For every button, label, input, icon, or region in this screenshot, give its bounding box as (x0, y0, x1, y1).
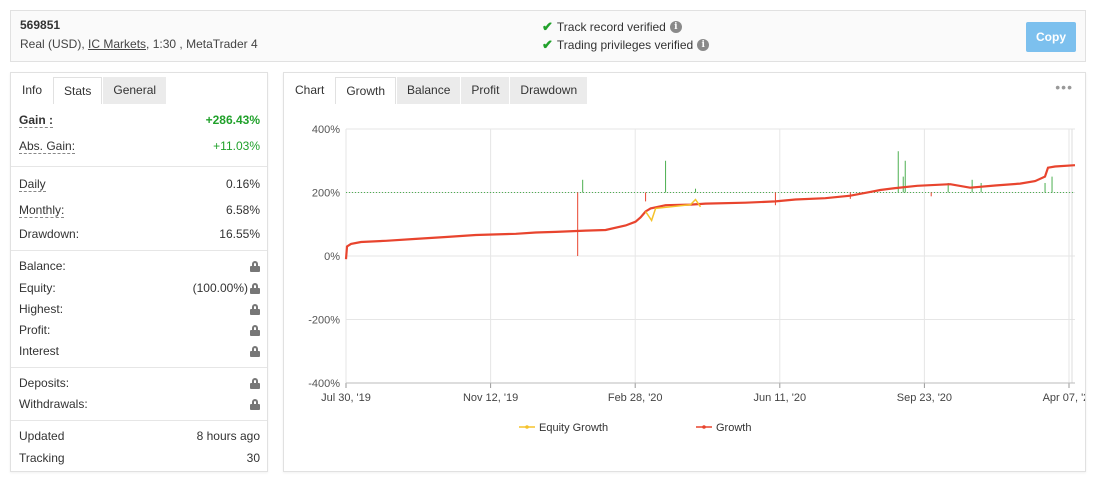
updated-value: 8 hours ago (196, 429, 260, 443)
equity-row: Equity: (100.00%) (19, 278, 260, 298)
divider (11, 420, 267, 421)
trading-privileges-verified: ✔ Trading privileges verified i (542, 37, 710, 53)
tracking-row: Tracking 30 (19, 448, 260, 468)
deposits-row: Deposits: (19, 373, 260, 393)
daily-value: 0.16% (225, 177, 260, 191)
lock-icon (250, 260, 260, 272)
gain-row: Gain : +286.43% (19, 110, 260, 130)
info-icon[interactable]: i (669, 21, 682, 33)
lock-icon (250, 345, 260, 357)
lock-icon (250, 303, 260, 315)
monthly-value: 6.58% (225, 203, 260, 217)
account-type: Real (USD), (20, 37, 85, 51)
tab-balance[interactable]: Balance (397, 77, 461, 104)
profit-label: Profit: (19, 323, 51, 337)
x-axis: Jul 30, '19 Nov 12, '19 Feb 28, '20 Jun 11,… (321, 382, 1085, 404)
copy-button[interactable]: Copy (1026, 22, 1076, 52)
equity-label: Equity: (19, 281, 56, 295)
y-axis: 400% 200% 0% -200% -400% (308, 124, 340, 390)
x-tick-label: Apr 07, '21 (1043, 392, 1085, 404)
interest-row: Interest (19, 341, 260, 361)
profit-row: Profit: (19, 320, 260, 340)
tab-growth[interactable]: Growth (335, 77, 397, 104)
ellipsis-icon[interactable]: ••• (1055, 79, 1073, 95)
daily-row: Daily 0.16% (19, 174, 260, 194)
x-tick-label: Jul 30, '19 (321, 392, 371, 404)
abs-gain-value: +11.03% (213, 139, 260, 153)
balance-label: Balance: (19, 259, 66, 273)
tab-profit[interactable]: Profit (461, 77, 510, 104)
y-tick-label: 400% (312, 124, 340, 136)
checkmark-icon: ✔ (542, 19, 553, 34)
highest-label: Highest: (19, 302, 64, 316)
tab-general[interactable]: General (103, 77, 167, 104)
highest-row: Highest: (19, 299, 260, 319)
account-header: 569851 Real (USD), IC Markets, 1:30 , Me… (10, 10, 1086, 62)
monthly-row: Monthly: 6.58% (19, 200, 260, 220)
x-tick-label: Jun 11, '20 (753, 392, 806, 404)
chart-panel: Chart Growth Balance Profit Drawdown •••… (283, 72, 1086, 472)
lock-icon (250, 377, 260, 389)
equity-value: (100.00%) (192, 281, 248, 295)
y-tick-label: 200% (312, 188, 340, 200)
x-tick-label: Feb 28, '20 (608, 392, 663, 404)
y-tick-label: -200% (308, 315, 340, 327)
lock-icon (250, 398, 260, 410)
tracking-label: Tracking (19, 451, 65, 465)
equity-growth-line (644, 198, 702, 223)
tab-chart[interactable]: Chart (285, 77, 335, 104)
broker-link[interactable]: IC Markets (88, 37, 147, 51)
tracking-value: 30 (246, 451, 260, 465)
account-subtitle: Real (USD), IC Markets, 1:30 , MetaTrade… (20, 37, 258, 51)
withdrawals-label: Withdrawals: (19, 397, 88, 411)
x-tick-label: Nov 12, '19 (463, 392, 518, 404)
divider (11, 367, 267, 368)
lock-icon (250, 282, 260, 294)
x-tick-label: Sep 23, '20 (897, 392, 952, 404)
tab-stats[interactable]: Stats (53, 77, 103, 104)
chart-tabs: Chart Growth Balance Profit Drawdown (284, 77, 588, 104)
drawdown-row: Drawdown: 16.55% (19, 224, 260, 244)
account-id: 569851 (20, 18, 61, 32)
line-series (344, 164, 1076, 260)
y-tick-label: 0% (324, 251, 340, 263)
chart-grid (345, 128, 1075, 384)
updated-label: Updated (19, 429, 65, 443)
legend-dot (525, 425, 529, 429)
legend-dot (702, 425, 706, 429)
chart-legend[interactable]: Equity Growth Growth (519, 422, 751, 434)
abs-gain-row: Abs. Gain: +11.03% (19, 136, 260, 156)
growth-chart: 400% 200% 0% -200% -400% Jul 30, '19 Nov 12, … (308, 124, 1085, 434)
drawdown-value: 16.55% (219, 227, 260, 241)
account-details: , 1:30 , MetaTrader 4 (146, 37, 258, 51)
legend-label: Equity Growth (539, 422, 608, 434)
gain-label[interactable]: Gain : (19, 112, 54, 128)
stats-panel: Info Stats General Gain : +286.43% Abs. … (10, 72, 268, 472)
track-record-verified: ✔ Track record verified i (542, 19, 682, 35)
divider (11, 166, 267, 167)
tab-info[interactable]: Info (12, 77, 53, 104)
growth-line (344, 164, 1076, 260)
deposits-label: Deposits: (19, 376, 70, 390)
divider (11, 250, 267, 251)
gain-value: +286.43% (205, 113, 260, 127)
tab-drawdown[interactable]: Drawdown (510, 77, 588, 104)
balance-row: Balance: (19, 256, 260, 276)
legend-label: Growth (716, 422, 751, 434)
checkmark-icon: ✔ (542, 37, 553, 52)
lock-icon (250, 324, 260, 336)
interest-label: Interest (19, 344, 60, 358)
withdrawals-row: Withdrawals: (19, 394, 260, 414)
abs-gain-label[interactable]: Abs. Gain: (19, 138, 76, 154)
drawdown-label: Drawdown: (19, 227, 80, 241)
info-icon[interactable]: i (697, 39, 710, 51)
monthly-label[interactable]: Monthly: (19, 202, 65, 218)
daily-label[interactable]: Daily (19, 176, 46, 192)
stats-tabs: Info Stats General (11, 77, 167, 104)
updated-row: Updated 8 hours ago (19, 426, 260, 446)
y-tick-label: -400% (308, 378, 340, 390)
